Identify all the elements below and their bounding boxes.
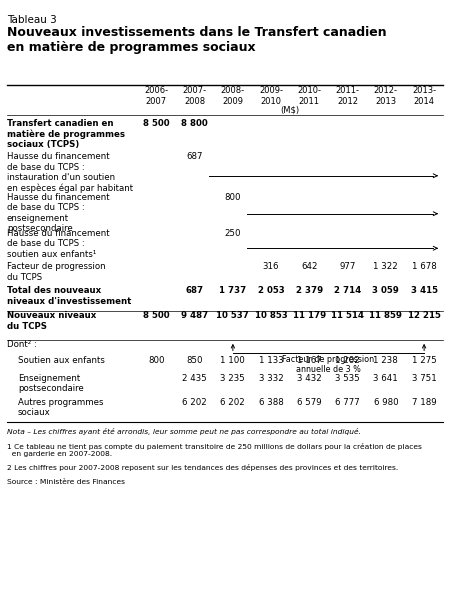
Text: 2 053: 2 053: [258, 286, 284, 295]
Text: Nouveaux niveaux
du TCPS: Nouveaux niveaux du TCPS: [7, 311, 96, 331]
Text: 6 202: 6 202: [220, 398, 245, 407]
Text: 2008-
2009: 2008- 2009: [221, 86, 245, 105]
Text: 11 179: 11 179: [293, 311, 326, 320]
Text: 2011-
2012: 2011- 2012: [336, 86, 360, 105]
Text: 2 435: 2 435: [182, 374, 207, 383]
Text: 3 641: 3 641: [374, 374, 398, 383]
Text: 6 777: 6 777: [335, 398, 360, 407]
Text: Facteur de progression
annuelle de 3 %: Facteur de progression annuelle de 3 %: [283, 355, 374, 374]
Text: 1 133: 1 133: [259, 356, 284, 365]
Text: 11 859: 11 859: [369, 311, 402, 320]
Text: 3 751: 3 751: [412, 374, 436, 383]
Text: Hausse du financement
de base du TCPS :
enseignement
postsecondaire: Hausse du financement de base du TCPS : …: [7, 193, 109, 233]
Text: 6 980: 6 980: [374, 398, 398, 407]
Text: 9 487: 9 487: [181, 311, 208, 320]
Text: 3 432: 3 432: [297, 374, 322, 383]
Text: 2007-
2008: 2007- 2008: [183, 86, 207, 105]
Text: Nouveaux investissements dans le Transfert canadien
en matière de programmes soc: Nouveaux investissements dans le Transfe…: [7, 26, 387, 55]
Text: 850: 850: [186, 356, 203, 365]
Text: 12 215: 12 215: [408, 311, 441, 320]
Text: 7 189: 7 189: [412, 398, 436, 407]
Text: Soutien aux enfants: Soutien aux enfants: [18, 356, 105, 365]
Text: Source : Ministère des Finances: Source : Ministère des Finances: [7, 479, 125, 485]
Text: 800: 800: [225, 193, 241, 202]
Text: 1 678: 1 678: [412, 262, 436, 271]
Text: 1 202: 1 202: [335, 356, 360, 365]
Text: Nota – Les chiffres ayant été arrondis, leur somme peut ne pas correspondre au t: Nota – Les chiffres ayant été arrondis, …: [7, 428, 361, 435]
Text: 800: 800: [148, 356, 165, 365]
Text: 10 853: 10 853: [255, 311, 288, 320]
Text: 2 379: 2 379: [296, 286, 323, 295]
Text: 3 535: 3 535: [335, 374, 360, 383]
Text: 2010-
2011: 2010- 2011: [297, 86, 321, 105]
Text: 11 514: 11 514: [331, 311, 364, 320]
Text: Hausse du financement
de base du TCPS :
soutien aux enfants¹: Hausse du financement de base du TCPS : …: [7, 229, 109, 259]
Text: 1 167: 1 167: [297, 356, 322, 365]
Text: 1 238: 1 238: [374, 356, 398, 365]
Text: 10 537: 10 537: [216, 311, 249, 320]
Text: 1 Ce tableau ne tient pas compte du paiement transitoire de 250 millions de doll: 1 Ce tableau ne tient pas compte du paie…: [7, 443, 422, 456]
Text: Autres programmes
sociaux: Autres programmes sociaux: [18, 398, 104, 417]
Text: 3 059: 3 059: [373, 286, 399, 295]
Text: 250: 250: [225, 229, 241, 238]
Text: 6 579: 6 579: [297, 398, 322, 407]
Text: 316: 316: [263, 262, 279, 271]
Text: 6 202: 6 202: [182, 398, 207, 407]
Text: Transfert canadien en
matière de programmes
sociaux (TCPS): Transfert canadien en matière de program…: [7, 119, 125, 149]
Text: 2 Les chiffres pour 2007-2008 reposent sur les tendances des dépenses des provin: 2 Les chiffres pour 2007-2008 reposent s…: [7, 464, 398, 471]
Text: 1 100: 1 100: [220, 356, 245, 365]
Text: (M$): (M$): [281, 105, 300, 114]
Text: 6 388: 6 388: [259, 398, 284, 407]
Text: 3 235: 3 235: [220, 374, 245, 383]
Text: 2013-
2014: 2013- 2014: [412, 86, 436, 105]
Text: 8 500: 8 500: [143, 119, 170, 128]
Text: Total des nouveaux
niveaux d'investissement: Total des nouveaux niveaux d'investissem…: [7, 286, 131, 305]
Text: 8 500: 8 500: [143, 311, 170, 320]
Text: 1 322: 1 322: [374, 262, 398, 271]
Text: 2009-
2010: 2009- 2010: [259, 86, 283, 105]
Text: Hausse du financement
de base du TCPS :
instauration d'un soutien
en espèces éga: Hausse du financement de base du TCPS : …: [7, 152, 133, 193]
Text: 2012-
2013: 2012- 2013: [374, 86, 398, 105]
Text: 3 332: 3 332: [259, 374, 284, 383]
Text: 1 737: 1 737: [219, 286, 247, 295]
Text: Facteur de progression
du TCPS: Facteur de progression du TCPS: [7, 262, 105, 282]
Text: 8 800: 8 800: [181, 119, 208, 128]
Text: 2 714: 2 714: [334, 286, 361, 295]
Text: 642: 642: [301, 262, 318, 271]
Text: Dont² :: Dont² :: [7, 340, 36, 349]
Text: 3 415: 3 415: [410, 286, 437, 295]
Text: Tableau 3: Tableau 3: [7, 15, 57, 25]
Text: 687: 687: [186, 152, 203, 161]
Text: 1 275: 1 275: [412, 356, 436, 365]
Text: 687: 687: [185, 286, 204, 295]
Text: 977: 977: [339, 262, 356, 271]
Text: Enseignement
postsecondaire: Enseignement postsecondaire: [18, 374, 84, 393]
Text: 2006-
2007: 2006- 2007: [144, 86, 168, 105]
